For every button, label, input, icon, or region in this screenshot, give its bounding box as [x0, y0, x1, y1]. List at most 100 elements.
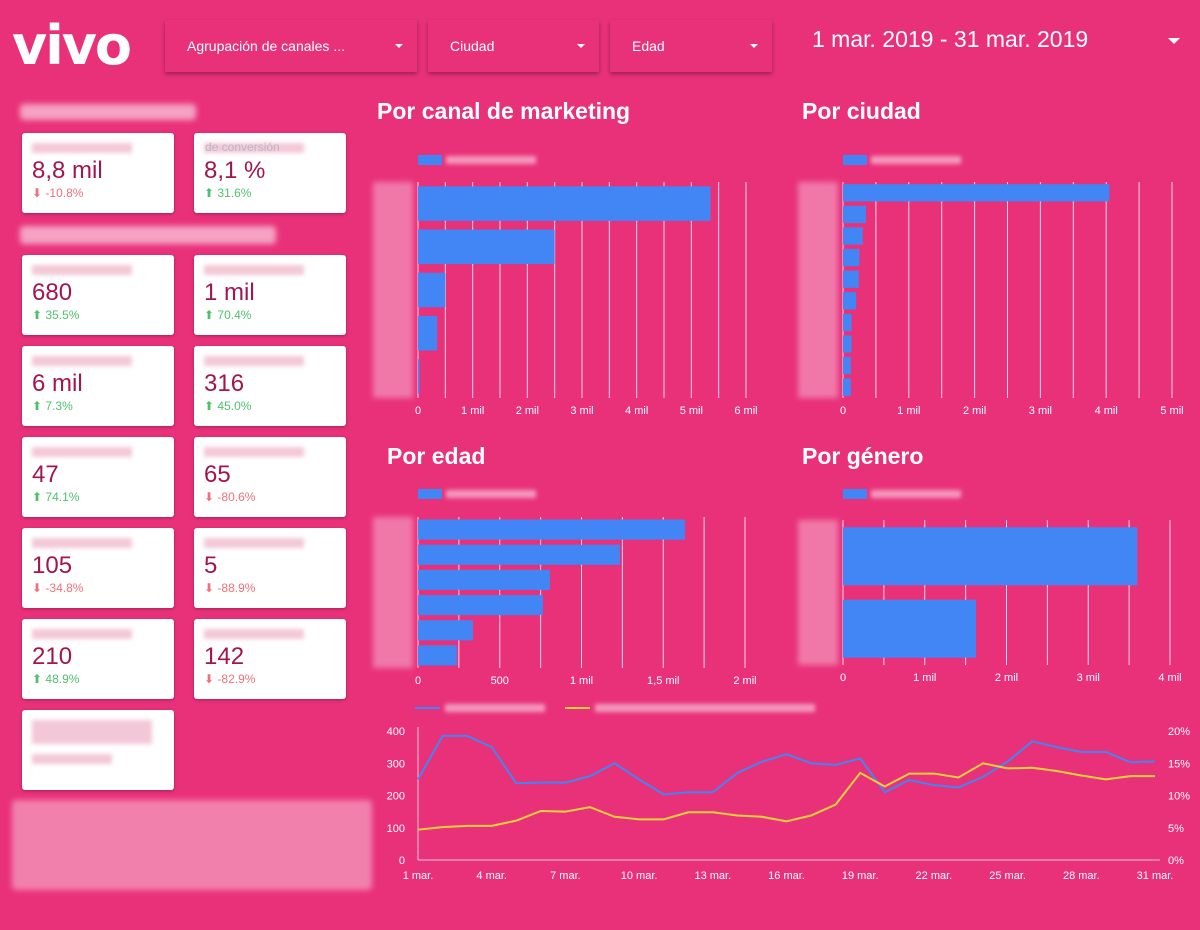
kpi-label-redacted	[204, 538, 304, 548]
kpi-card-redacted	[22, 710, 174, 790]
arrow-down-icon: ⬇	[204, 490, 215, 504]
kpi-change-value: 45.0%	[217, 399, 252, 413]
x-tick-label: 25 mar.	[989, 870, 1026, 882]
arrow-down-icon: ⬇	[32, 581, 43, 595]
kpi-value: 680	[32, 279, 73, 306]
x-tick-label: 2 mil	[516, 405, 539, 417]
bar	[843, 184, 1110, 202]
arrow-up-icon: ⬆	[32, 399, 43, 413]
legend-label-redacted	[446, 490, 536, 498]
bar	[418, 645, 457, 666]
x-tick-label: 500	[491, 675, 509, 687]
kpi-label-redacted	[204, 447, 304, 457]
kpi-card: 680 ⬆ 35.5%	[22, 255, 174, 335]
y-tick-label: 200	[387, 791, 405, 803]
kpi-card: 1 mil ⬆ 70.4%	[194, 255, 346, 335]
kpi-change-value: -80.6%	[217, 490, 256, 504]
x-tick-label: 0	[415, 675, 421, 687]
bar	[843, 335, 852, 353]
kpi-label-fragment: de conversión	[205, 140, 280, 154]
kpi-change: ⬆ 31.6%	[204, 186, 336, 200]
x-tick-label: 0	[840, 405, 846, 417]
y2-tick-label: 10%	[1168, 791, 1190, 803]
kpi-value: 6 mil	[32, 370, 83, 397]
series-line-rate	[417, 762, 1155, 831]
filter-label: Ciudad	[450, 38, 495, 54]
kpi-label-redacted	[32, 447, 132, 457]
kpi-change: ⬆ 70.4%	[204, 308, 336, 322]
date-caret-down-icon[interactable]	[1168, 38, 1180, 44]
y2-tick-label: 5%	[1168, 823, 1184, 835]
bar	[418, 229, 555, 265]
kpi-card: 6 mil ⬆ 7.3%	[22, 346, 174, 426]
kpi-change-value: 48.9%	[45, 672, 80, 686]
x-tick-label: 3 mil	[1029, 405, 1052, 417]
legend-swatch	[843, 489, 867, 499]
x-tick-label: 2 mil	[995, 672, 1018, 684]
x-tick-label: 2 mil	[733, 675, 756, 687]
kpi-label-redacted	[32, 143, 132, 153]
bar	[843, 292, 857, 310]
bar	[418, 519, 685, 540]
x-tick-label: 10 mar.	[621, 870, 658, 882]
arrow-up-icon: ⬆	[204, 186, 215, 200]
category-labels-redacted	[798, 182, 838, 398]
kpi-card: 5 ⬇ -88.9%	[194, 528, 346, 608]
bar	[418, 569, 550, 590]
bar	[418, 359, 420, 394]
x-tick-label: 1 mil	[570, 675, 593, 687]
arrow-up-icon: ⬆	[32, 308, 43, 322]
kpi-change: ⬇ -82.9%	[204, 672, 336, 686]
arrow-down-icon: ⬇	[204, 581, 215, 595]
vivo-logo: vivo	[12, 14, 132, 77]
x-tick-label: 4 mil	[625, 405, 648, 417]
kpi-change-value: 35.5%	[45, 308, 80, 322]
kpi-label-redacted	[32, 629, 132, 639]
bar	[418, 272, 446, 308]
chart-title-city: Por ciudad	[802, 98, 921, 124]
legend-swatch	[418, 155, 442, 165]
kpi-label-redacted	[32, 265, 132, 275]
kpi-change-value: 31.6%	[217, 186, 252, 200]
chart-title-channel: Por canal de marketing	[377, 98, 631, 124]
kpi-value: 1 mil	[204, 279, 255, 306]
kpi-value: 142	[204, 643, 245, 670]
x-tick-label: 1,5 mil	[647, 675, 679, 687]
bar	[843, 205, 867, 224]
y2-tick-label: 15%	[1168, 758, 1190, 770]
legend-swatch	[418, 489, 442, 499]
channel-grouping-filter[interactable]: Agrupación de canales ...	[165, 20, 417, 72]
kpi-card: 142 ⬇ -82.9%	[194, 619, 346, 699]
x-tick-label: 4 mar.	[476, 870, 507, 882]
caret-down-icon	[395, 44, 403, 48]
kpi-label-redacted	[204, 265, 304, 275]
kpi-change: ⬇ -88.9%	[204, 581, 336, 595]
kpi-change-value: 70.4%	[217, 308, 252, 322]
bar	[843, 599, 977, 658]
kpi-change: ⬆ 45.0%	[204, 399, 336, 413]
filter-label: Agrupación de canales ...	[187, 38, 345, 54]
kpi-change: ⬆ 7.3%	[32, 399, 164, 413]
x-tick-label: 1 mil	[461, 405, 484, 417]
arrow-up-icon: ⬆	[204, 399, 215, 413]
bar	[418, 544, 620, 565]
date-range[interactable]: 1 mar. 2019 - 31 mar. 2019	[812, 26, 1089, 52]
bar	[418, 315, 438, 351]
arrow-up-icon: ⬆	[32, 490, 43, 504]
bar	[843, 248, 860, 267]
bar	[843, 356, 851, 375]
kpi-change: ⬆ 48.9%	[32, 672, 164, 686]
chart-title-gender: Por género	[802, 443, 924, 469]
city-filter[interactable]: Ciudad	[428, 20, 599, 72]
section-header-redacted	[20, 104, 196, 120]
kpi-card: 210 ⬆ 48.9%	[22, 619, 174, 699]
x-tick-label: 7 mar.	[550, 870, 581, 882]
arrow-down-icon: ⬇	[204, 672, 215, 686]
arrow-down-icon: ⬇	[32, 186, 43, 200]
age-filter[interactable]: Edad	[610, 20, 772, 72]
legend-label-redacted	[871, 490, 961, 498]
kpi-change-value: -10.8%	[45, 186, 84, 200]
bar	[843, 378, 851, 396]
kpi-value: 8,1 %	[204, 157, 266, 184]
kpi-card: 316 ⬆ 45.0%	[194, 346, 346, 426]
